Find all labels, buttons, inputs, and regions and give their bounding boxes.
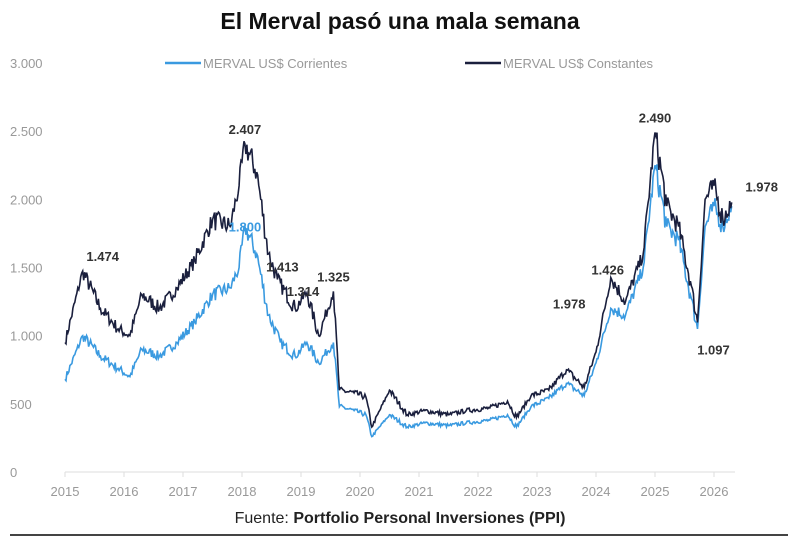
y-tick-label: 2.500	[10, 124, 43, 139]
x-tick-label: 2020	[346, 484, 375, 499]
data-label: 1.978	[553, 296, 586, 311]
y-tick-label: 0	[10, 465, 17, 480]
series-line-corrientes	[64, 164, 733, 438]
legend-label: MERVAL US$ Corrientes	[203, 56, 348, 71]
data-label: 2.490	[639, 111, 672, 126]
y-tick-label: 1.000	[10, 329, 43, 344]
y-tick-label: 500	[10, 397, 32, 412]
data-label: 2.407	[229, 122, 262, 137]
x-tick-label: 2024	[582, 484, 611, 499]
source-name: Portfolio Personal Inversiones (PPI)	[293, 510, 566, 527]
data-label: 1.978	[745, 179, 778, 194]
data-label: 1.426	[591, 263, 624, 278]
data-label: 1.097	[697, 342, 730, 357]
chart-source: Fuente: Portfolio Personal Inversiones (…	[0, 510, 800, 528]
x-tick-label: 2022	[464, 484, 493, 499]
x-tick-label: 2026	[700, 484, 729, 499]
data-label: 1.325	[317, 269, 350, 284]
data-label: 1.314	[287, 284, 320, 299]
data-label: 1.474	[86, 249, 119, 264]
legend-label: MERVAL US$ Constantes	[503, 56, 654, 71]
x-tick-label: 2017	[169, 484, 198, 499]
data-label: 1.413	[266, 259, 299, 274]
y-tick-label: 2.000	[10, 192, 43, 207]
bottom-rule	[10, 534, 788, 536]
series-line-constantes	[64, 132, 733, 429]
x-tick-label: 2015	[51, 484, 80, 499]
y-tick-label: 3.000	[10, 56, 43, 71]
y-tick-label: 1.500	[10, 261, 43, 276]
x-tick-label: 2016	[110, 484, 139, 499]
data-label: 1.800	[229, 220, 262, 235]
x-tick-label: 2025	[641, 484, 670, 499]
chart-title: El Merval pasó una mala semana	[220, 8, 580, 34]
x-tick-label: 2018	[228, 484, 257, 499]
x-tick-label: 2019	[287, 484, 316, 499]
x-tick-label: 2021	[405, 484, 434, 499]
source-prefix: Fuente:	[234, 510, 289, 527]
x-tick-label: 2023	[523, 484, 552, 499]
